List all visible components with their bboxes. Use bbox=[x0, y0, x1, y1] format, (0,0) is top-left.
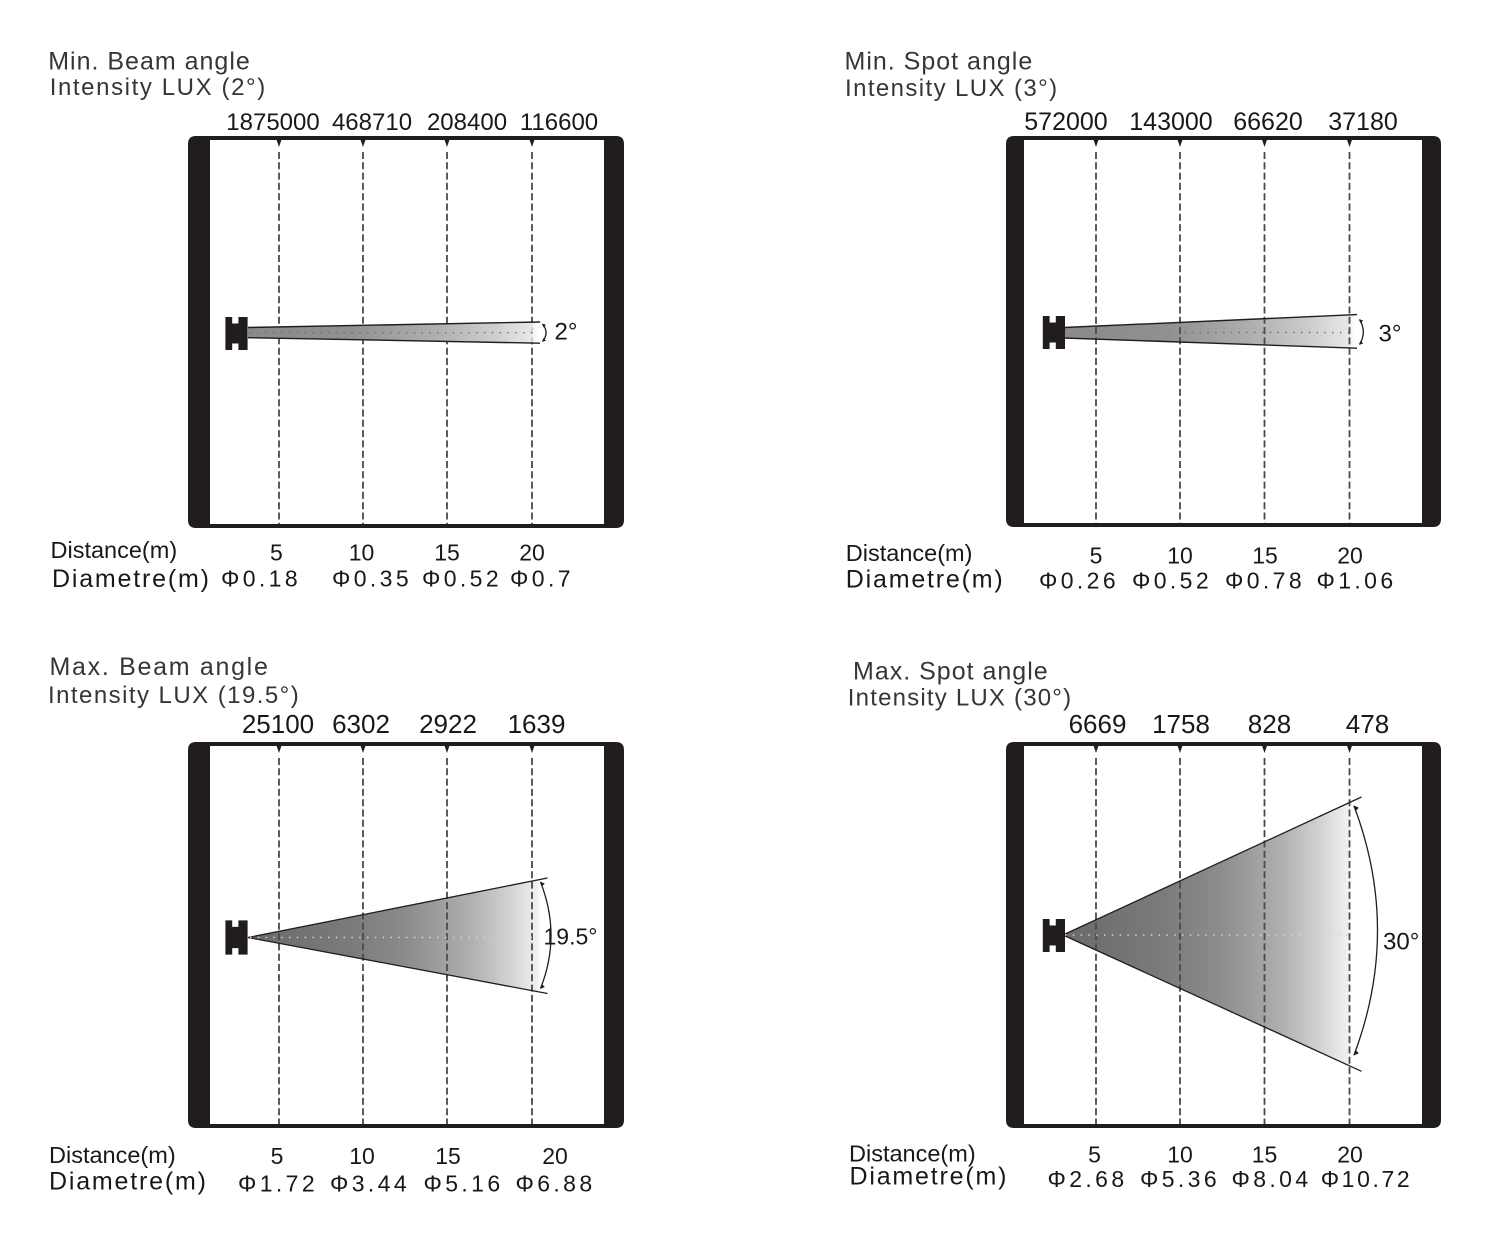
svg-text:468710: 468710 bbox=[332, 109, 412, 136]
svg-text:Φ5.36: Φ5.36 bbox=[1140, 1166, 1220, 1192]
svg-text:6669: 6669 bbox=[1069, 709, 1127, 739]
svg-text:Diametre(m): Diametre(m) bbox=[49, 1168, 208, 1196]
svg-text:572000: 572000 bbox=[1024, 108, 1107, 136]
svg-text:Max. Spot angle: Max. Spot angle bbox=[853, 658, 1049, 686]
svg-text:Φ1.06: Φ1.06 bbox=[1316, 568, 1396, 594]
svg-text:Distance(m): Distance(m) bbox=[846, 540, 973, 566]
svg-text:10: 10 bbox=[1167, 543, 1193, 569]
svg-text:Φ0.26: Φ0.26 bbox=[1039, 568, 1119, 594]
svg-text:5: 5 bbox=[271, 1143, 284, 1169]
svg-text:Φ10.72: Φ10.72 bbox=[1321, 1166, 1413, 1192]
svg-text:143000: 143000 bbox=[1129, 108, 1212, 136]
svg-text:478: 478 bbox=[1346, 709, 1389, 739]
svg-text:828: 828 bbox=[1248, 709, 1291, 739]
svg-text:Φ0.52: Φ0.52 bbox=[422, 566, 502, 592]
svg-text:Min. Beam angle: Min. Beam angle bbox=[48, 47, 251, 75]
svg-text:20: 20 bbox=[542, 1143, 568, 1169]
svg-text:Intensity LUX (2°): Intensity LUX (2°) bbox=[50, 74, 267, 101]
svg-text:15: 15 bbox=[1252, 543, 1278, 569]
svg-text:2922: 2922 bbox=[419, 709, 477, 739]
svg-text:Diametre(m): Diametre(m) bbox=[52, 565, 211, 593]
svg-text:Φ0.7: Φ0.7 bbox=[510, 566, 574, 592]
svg-text:Diametre(m): Diametre(m) bbox=[846, 566, 1005, 594]
svg-text:Distance(m): Distance(m) bbox=[51, 537, 178, 563]
svg-text:Φ5.16: Φ5.16 bbox=[423, 1171, 503, 1197]
svg-text:208400: 208400 bbox=[427, 109, 507, 136]
svg-text:Intensity LUX (30°): Intensity LUX (30°) bbox=[848, 684, 1072, 711]
svg-text:37180: 37180 bbox=[1328, 108, 1398, 136]
svg-text:Φ8.04: Φ8.04 bbox=[1231, 1166, 1311, 1192]
svg-text:Φ2.68: Φ2.68 bbox=[1047, 1166, 1127, 1192]
svg-text:20: 20 bbox=[1337, 543, 1363, 569]
svg-text:Min. Spot angle: Min. Spot angle bbox=[845, 48, 1034, 76]
svg-text:19.5°: 19.5° bbox=[544, 924, 598, 950]
svg-text:1758: 1758 bbox=[1152, 709, 1210, 739]
svg-text:20: 20 bbox=[1337, 1142, 1363, 1168]
svg-text:Φ6.88: Φ6.88 bbox=[515, 1171, 595, 1197]
svg-text:2°: 2° bbox=[555, 319, 578, 346]
svg-text:Φ1.72: Φ1.72 bbox=[238, 1171, 318, 1197]
svg-text:Distance(m): Distance(m) bbox=[49, 1142, 176, 1168]
svg-text:10: 10 bbox=[1167, 1142, 1193, 1168]
svg-text:Φ0.35: Φ0.35 bbox=[332, 566, 412, 592]
svg-text:5: 5 bbox=[270, 540, 283, 566]
svg-text:30°: 30° bbox=[1383, 929, 1419, 956]
svg-text:6302: 6302 bbox=[332, 709, 390, 739]
svg-text:3°: 3° bbox=[1379, 320, 1402, 347]
svg-text:116600: 116600 bbox=[520, 109, 598, 136]
svg-text:5: 5 bbox=[1090, 543, 1103, 569]
svg-text:25100: 25100 bbox=[242, 709, 314, 739]
svg-text:Φ0.52: Φ0.52 bbox=[1132, 568, 1212, 594]
svg-text:Max. Beam angle: Max. Beam angle bbox=[50, 653, 270, 681]
svg-text:5: 5 bbox=[1088, 1142, 1101, 1168]
svg-text:15: 15 bbox=[434, 540, 460, 566]
svg-text:15: 15 bbox=[1252, 1142, 1278, 1168]
svg-text:Φ3.44: Φ3.44 bbox=[330, 1171, 410, 1197]
svg-text:1639: 1639 bbox=[508, 709, 566, 739]
svg-text:Intensity LUX (3°): Intensity LUX (3°) bbox=[845, 75, 1059, 102]
svg-text:Φ0.18: Φ0.18 bbox=[221, 566, 301, 592]
svg-text:Φ0.78: Φ0.78 bbox=[1225, 568, 1305, 594]
svg-text:Diametre(m): Diametre(m) bbox=[850, 1163, 1009, 1191]
svg-text:1875000: 1875000 bbox=[226, 109, 319, 136]
svg-text:66620: 66620 bbox=[1233, 108, 1303, 136]
svg-text:Distance(m): Distance(m) bbox=[849, 1141, 976, 1167]
svg-text:10: 10 bbox=[349, 1143, 375, 1169]
svg-text:10: 10 bbox=[349, 540, 375, 566]
svg-text:15: 15 bbox=[435, 1143, 461, 1169]
svg-text:Intensity LUX (19.5°): Intensity LUX (19.5°) bbox=[48, 682, 300, 709]
svg-text:20: 20 bbox=[519, 540, 545, 566]
